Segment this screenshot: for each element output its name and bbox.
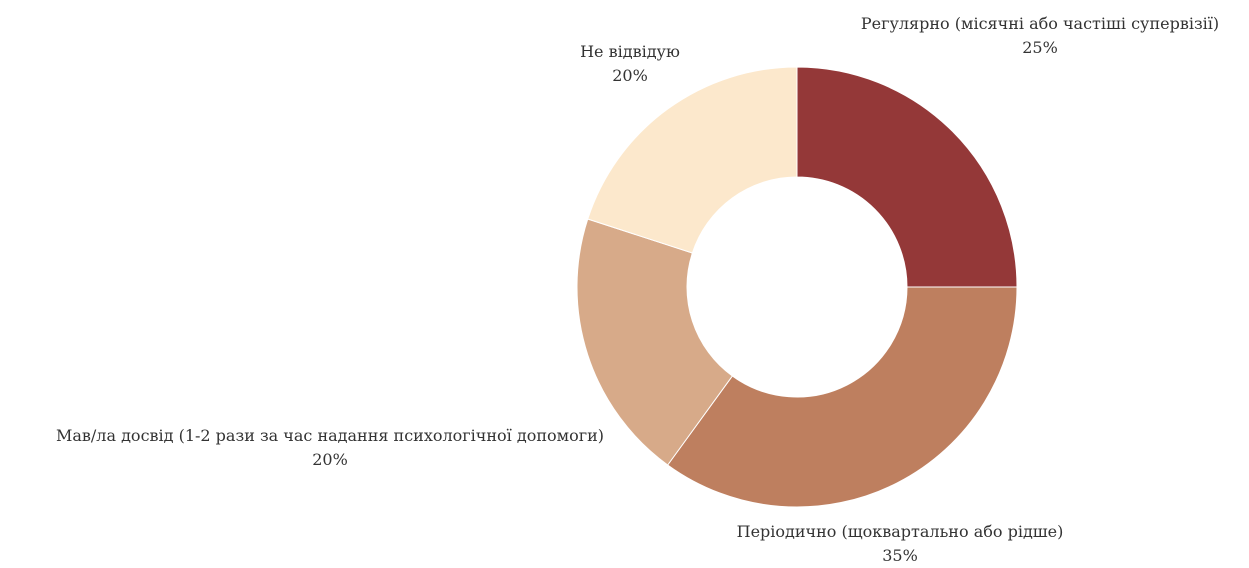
slice-label-experience-value: 20% (312, 450, 348, 469)
slice-label-regular-name: Регулярно (місячні або частіші супервізі… (860, 14, 1220, 33)
slice-not-attending (587, 66, 798, 254)
slice-periodic (666, 286, 1018, 508)
slice-label-periodic-name: Періодично (щоквартально або рідше) (736, 522, 1064, 541)
slice-regular (796, 66, 1018, 288)
slice-label-experience-name: Мав/ла досвід (1-2 рази за час надання п… (55, 426, 605, 445)
slice-experience (576, 218, 734, 466)
slice-label-periodic-value: 35% (882, 546, 918, 565)
slice-label-regular-value: 25% (1022, 38, 1058, 57)
slice-label-not-attending: Не відвідую 20% (540, 40, 720, 88)
slice-label-not-attending-value: 20% (612, 66, 648, 85)
slice-label-regular: Регулярно (місячні або частіші супервізі… (850, 12, 1230, 60)
slice-label-experience: Мав/ла досвід (1-2 рази за час надання п… (30, 424, 630, 472)
slice-label-not-attending-name: Не відвідую (580, 42, 680, 61)
slice-label-periodic: Періодично (щоквартально або рідше) 35% (550, 520, 1249, 568)
